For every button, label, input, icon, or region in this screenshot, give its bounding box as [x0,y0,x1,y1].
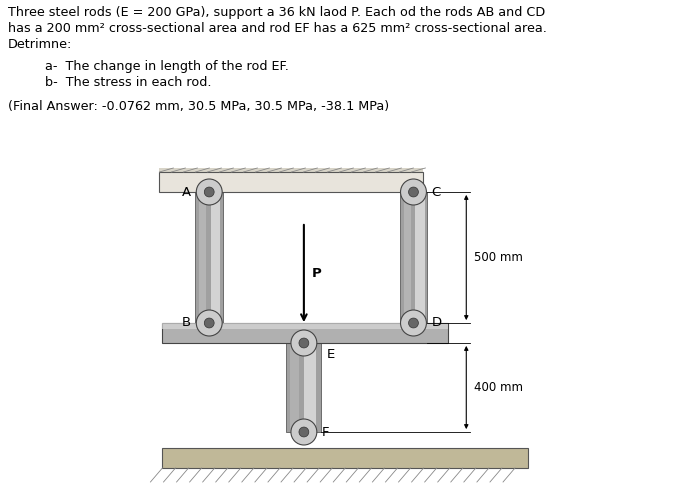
Bar [415,192,425,323]
Bar [162,448,528,468]
Circle shape [204,187,214,197]
Circle shape [196,310,222,336]
Text: Detrimne:: Detrimne: [8,38,72,51]
Bar [195,192,223,323]
Text: a-  The change in length of the rod EF.: a- The change in length of the rod EF. [45,60,288,73]
Bar [290,343,299,432]
Text: C: C [431,185,441,199]
Text: 500 mm: 500 mm [474,251,523,264]
Text: E: E [326,348,335,361]
Bar [199,192,206,323]
Circle shape [400,179,426,205]
Bar [400,192,428,323]
Bar [160,172,424,192]
Text: Three steel rods (E = 200 GPa), support a 36 kN laod P. Each od the rods AB and : Three steel rods (E = 200 GPa), support … [8,6,545,19]
Text: (Final Answer: -0.0762 mm, 30.5 MPa, 30.5 MPa, -38.1 MPa): (Final Answer: -0.0762 mm, 30.5 MPa, 30.… [8,100,389,113]
Circle shape [291,419,317,445]
Circle shape [299,427,309,437]
Text: D: D [431,316,442,329]
Text: F: F [322,426,329,439]
Text: A: A [182,185,191,199]
Text: B: B [182,316,191,329]
Text: P: P [312,267,321,280]
Bar [162,323,448,343]
Circle shape [400,310,426,336]
Text: b-  The stress in each rod.: b- The stress in each rod. [45,76,211,89]
Text: has a 200 mm² cross-sectional area and rod EF has a 625 mm² cross-sectional area: has a 200 mm² cross-sectional area and r… [8,22,547,35]
Circle shape [196,179,222,205]
Bar [211,192,220,323]
Circle shape [204,318,214,328]
Circle shape [299,338,309,348]
Circle shape [409,318,419,328]
Bar [404,192,411,323]
Bar [162,323,448,329]
Bar [304,343,316,432]
Bar [286,343,321,432]
Circle shape [409,187,419,197]
Circle shape [291,330,317,356]
Text: 400 mm: 400 mm [474,381,523,394]
Bar [160,168,424,172]
